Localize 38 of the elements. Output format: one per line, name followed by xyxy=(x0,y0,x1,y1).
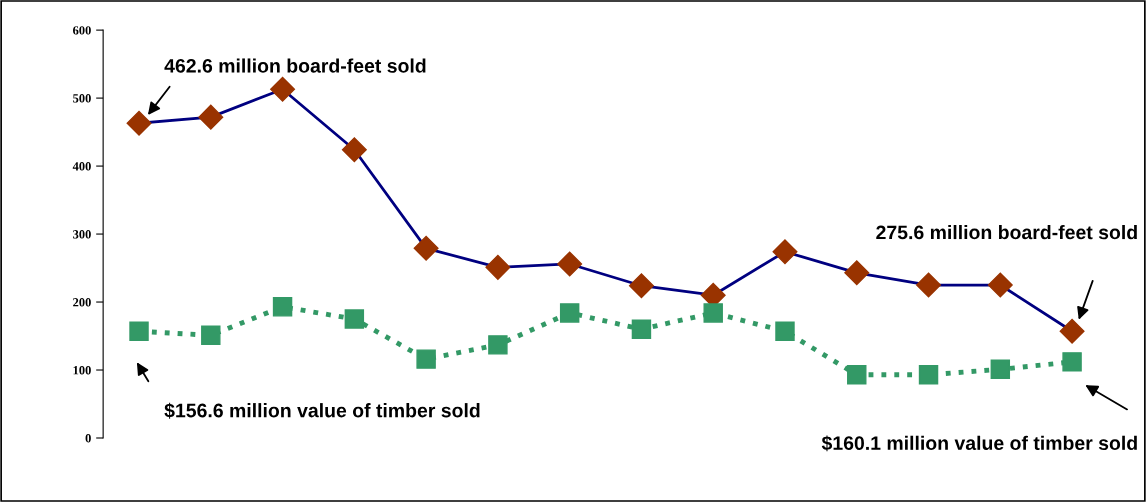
point xyxy=(270,76,296,102)
point xyxy=(198,104,224,130)
point xyxy=(847,365,867,385)
y-tick-label: 200 xyxy=(73,298,91,307)
point xyxy=(916,272,942,298)
annotation: 462.6 million board-feet sold xyxy=(164,58,426,73)
point xyxy=(488,335,508,355)
annotation: $160.1 million value of timber sold xyxy=(821,435,1137,452)
point xyxy=(126,110,152,136)
point xyxy=(918,365,939,385)
point xyxy=(631,319,652,339)
point xyxy=(775,321,795,341)
point xyxy=(844,260,870,286)
point xyxy=(1059,318,1085,344)
point xyxy=(703,303,723,323)
point xyxy=(772,239,798,265)
point xyxy=(341,137,367,163)
point xyxy=(201,325,221,346)
point xyxy=(272,297,293,317)
point xyxy=(344,309,365,329)
point xyxy=(413,235,439,261)
point xyxy=(628,273,654,299)
point xyxy=(557,251,583,277)
point xyxy=(990,359,1011,380)
y-tick-label: 500 xyxy=(73,94,91,103)
y-tick-label: 100 xyxy=(73,366,91,375)
annotation: 275.6 million board-feet sold xyxy=(876,224,1137,240)
annotation: $156.6 million value of timber sold xyxy=(164,402,480,419)
point xyxy=(129,321,149,341)
y-tick-label: 300 xyxy=(73,230,91,239)
y-tick-label: 600 xyxy=(73,26,91,35)
y-tick-label: 0 xyxy=(85,434,91,443)
point xyxy=(416,349,436,369)
point xyxy=(485,254,511,280)
point xyxy=(559,303,580,323)
point xyxy=(1062,352,1082,372)
point xyxy=(987,272,1013,298)
y-tick-label: 400 xyxy=(72,162,91,171)
